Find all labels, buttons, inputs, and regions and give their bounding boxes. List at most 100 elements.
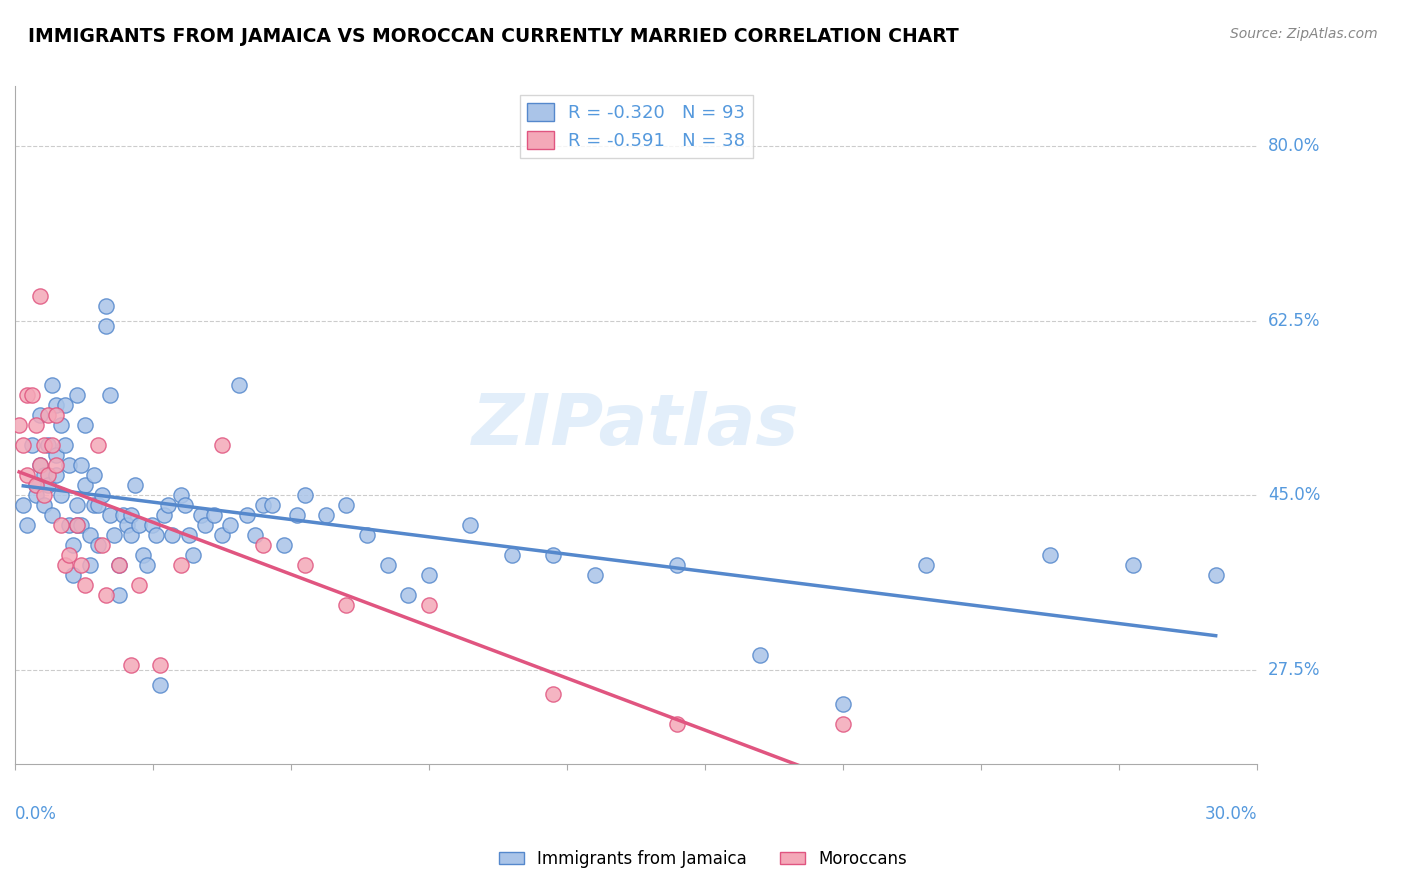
Point	[70, 518, 93, 533]
Point	[13, 438, 35, 452]
Point	[162, 528, 184, 542]
Point	[236, 508, 259, 522]
Point	[356, 528, 378, 542]
Point	[418, 598, 440, 612]
Point	[460, 518, 482, 533]
Point	[1205, 567, 1227, 582]
Point	[273, 538, 295, 552]
Text: 27.5%: 27.5%	[1268, 661, 1320, 679]
Point	[120, 528, 142, 542]
Point	[20, 438, 42, 452]
Text: ZIPatlas: ZIPatlas	[472, 391, 800, 459]
Text: 80.0%: 80.0%	[1268, 137, 1320, 155]
Point	[49, 488, 72, 502]
Point	[87, 538, 110, 552]
Point	[115, 518, 138, 533]
Point	[177, 528, 200, 542]
Point	[53, 438, 76, 452]
Point	[128, 518, 150, 533]
Point	[219, 518, 242, 533]
Point	[66, 518, 89, 533]
Text: Source: ZipAtlas.com: Source: ZipAtlas.com	[1230, 27, 1378, 41]
Point	[79, 528, 101, 542]
Point	[1039, 548, 1062, 562]
Point	[37, 438, 59, 452]
Point	[252, 498, 274, 512]
Point	[181, 548, 204, 562]
Point	[173, 498, 195, 512]
Point	[28, 409, 51, 423]
Point	[145, 528, 167, 542]
Point	[107, 558, 129, 572]
Point	[124, 478, 146, 492]
Point	[58, 518, 80, 533]
Point	[335, 498, 357, 512]
Point	[111, 508, 134, 522]
Point	[915, 558, 938, 572]
Point	[49, 518, 72, 533]
Point	[49, 418, 72, 433]
Point	[24, 478, 46, 492]
Point	[70, 458, 93, 473]
Point	[79, 558, 101, 572]
Point	[20, 388, 42, 402]
Point	[315, 508, 337, 522]
Point	[396, 588, 419, 602]
Point	[94, 318, 117, 333]
Point	[211, 438, 233, 452]
Point	[666, 717, 689, 731]
Point	[41, 378, 63, 392]
Point	[45, 468, 67, 483]
Point	[153, 508, 176, 522]
Point	[252, 538, 274, 552]
Point	[190, 508, 212, 522]
Point	[66, 498, 89, 512]
Point	[45, 409, 67, 423]
Point	[98, 508, 121, 522]
Point	[28, 458, 51, 473]
Point	[24, 488, 46, 502]
Point	[45, 458, 67, 473]
Point	[13, 498, 35, 512]
Point	[260, 498, 283, 512]
Point	[157, 498, 180, 512]
Point	[70, 558, 93, 572]
Point	[24, 478, 46, 492]
Point	[228, 378, 250, 392]
Point	[418, 567, 440, 582]
Point	[149, 657, 172, 672]
Point	[37, 409, 59, 423]
Point	[149, 677, 172, 691]
Point	[107, 588, 129, 602]
Point	[32, 438, 55, 452]
Point	[66, 518, 89, 533]
Point	[83, 498, 105, 512]
Point	[24, 418, 46, 433]
Point	[75, 418, 97, 433]
Point	[541, 548, 564, 562]
Point	[294, 488, 316, 502]
Point	[749, 648, 772, 662]
Point	[58, 548, 80, 562]
Point	[120, 657, 142, 672]
Point	[107, 558, 129, 572]
Point	[75, 478, 97, 492]
Point	[541, 688, 564, 702]
Point	[583, 567, 606, 582]
Point	[17, 388, 39, 402]
Point	[335, 598, 357, 612]
Text: 0.0%: 0.0%	[15, 805, 56, 823]
Point	[62, 538, 84, 552]
Point	[136, 558, 159, 572]
Text: 45.0%: 45.0%	[1268, 486, 1320, 504]
Point	[62, 567, 84, 582]
Point	[103, 528, 125, 542]
Point	[132, 548, 155, 562]
Point	[53, 398, 76, 412]
Point	[45, 448, 67, 462]
Point	[32, 488, 55, 502]
Point	[37, 468, 59, 483]
Point	[83, 468, 105, 483]
Point	[202, 508, 225, 522]
Point	[501, 548, 523, 562]
